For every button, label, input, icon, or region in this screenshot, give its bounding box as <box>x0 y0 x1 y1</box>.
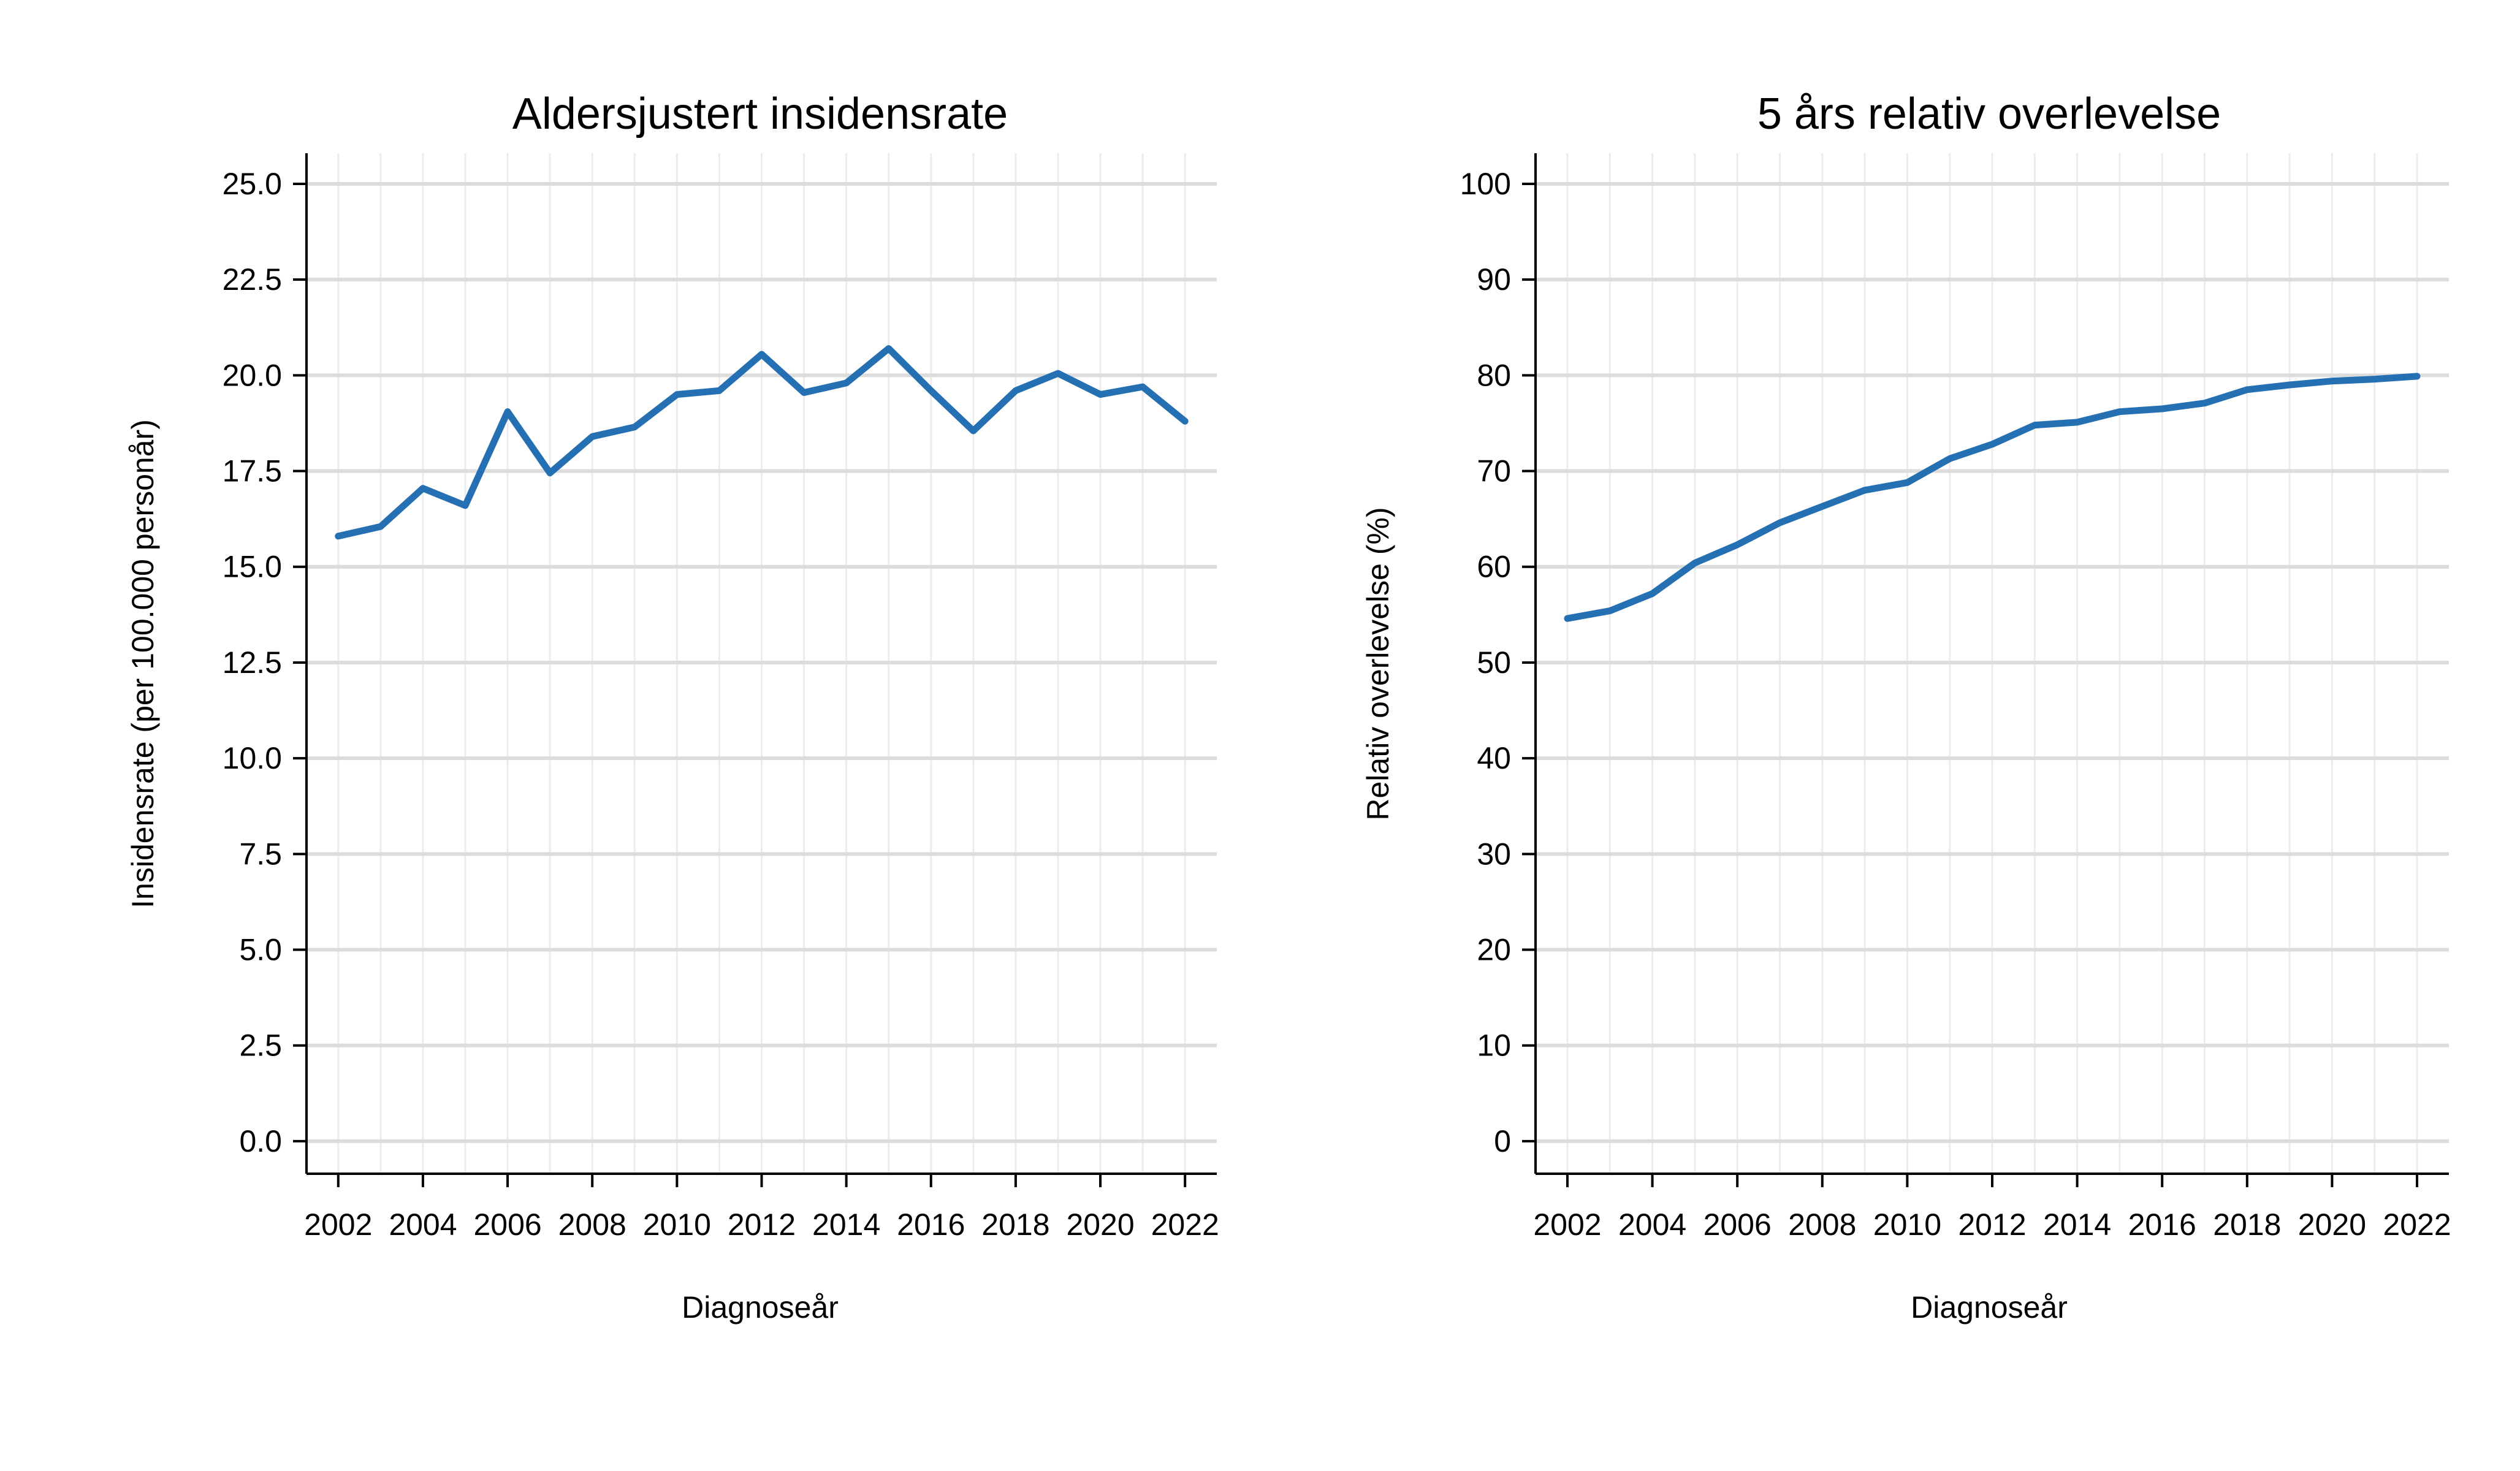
x-tick-label: 2012 <box>728 1207 796 1242</box>
x-tick-label: 2006 <box>1703 1207 1772 1242</box>
x-tick-label: 2016 <box>897 1207 965 1242</box>
x-tick-label: 2006 <box>473 1207 541 1242</box>
incidence-rate-chart: Aldersjustert insidensrate Diagnoseår In… <box>126 89 1219 1325</box>
series <box>1564 373 2421 622</box>
x-tick-label: 2012 <box>1958 1207 2026 1242</box>
x-tick-label: 2020 <box>2298 1207 2366 1242</box>
y-tick-label: 7.5 <box>239 837 282 871</box>
y-tick-label: 40 <box>1477 741 1511 775</box>
x-axis-ticks: 2002 2004 2006 2008 2010 2012 2014 2016 2018 2020… <box>304 1174 1219 1242</box>
y-tick-label: 0 <box>1494 1124 1511 1158</box>
y-tick-label: 20.0 <box>223 358 282 392</box>
y-tick-label: 25.0 <box>223 167 282 201</box>
chart-title: 5 års relativ overlevelse <box>1757 89 2221 139</box>
y-tick-label: 80 <box>1477 358 1511 392</box>
grid <box>1536 153 2449 1174</box>
y-tick-label: 50 <box>1477 645 1511 680</box>
x-tick-label: 2014 <box>812 1207 880 1242</box>
y-axis-ticks: 0.0 2.5 5.0 7.5 10.0 12.5 15.0 17.5 20.0 22.5 25.0 <box>223 167 306 1158</box>
y-axis-label: Insidensrate (per 100.000 personår) <box>126 419 160 908</box>
series-line <box>1564 373 2421 622</box>
y-tick-label: 10.0 <box>223 741 282 775</box>
y-tick-label: 2.5 <box>239 1028 282 1063</box>
series <box>335 345 1189 540</box>
x-tick-label: 2002 <box>1533 1207 1601 1242</box>
y-tick-label: 15.0 <box>223 550 282 584</box>
x-tick-label: 2018 <box>2213 1207 2281 1242</box>
y-tick-label: 17.5 <box>223 454 282 488</box>
y-tick-label: 20 <box>1477 933 1511 967</box>
y-tick-label: 0.0 <box>239 1124 282 1158</box>
grid <box>306 153 1217 1174</box>
y-tick-label: 70 <box>1477 454 1511 488</box>
x-tick-label: 2010 <box>643 1207 711 1242</box>
x-tick-label: 2008 <box>1788 1207 1856 1242</box>
x-tick-label: 2008 <box>558 1207 626 1242</box>
y-tick-label: 60 <box>1477 550 1511 584</box>
x-tick-label: 2002 <box>304 1207 372 1242</box>
chart-title: Aldersjustert insidensrate <box>512 89 1008 139</box>
y-tick-label: 10 <box>1477 1028 1511 1063</box>
x-tick-label: 2018 <box>981 1207 1049 1242</box>
y-tick-label: 5.0 <box>239 933 282 967</box>
y-tick-label: 12.5 <box>223 645 282 680</box>
relative-survival-chart: 5 års relativ overlevelse Diagnoseår Rel… <box>1361 89 2451 1325</box>
x-tick-label: 2016 <box>2128 1207 2196 1242</box>
x-tick-label: 2022 <box>2383 1207 2451 1242</box>
x-tick-label: 2004 <box>1618 1207 1686 1242</box>
x-tick-label: 2020 <box>1066 1207 1134 1242</box>
series-line <box>335 345 1189 540</box>
y-tick-label: 90 <box>1477 262 1511 297</box>
x-tick-label: 2010 <box>1873 1207 1941 1242</box>
x-axis-label: Diagnoseår <box>682 1290 839 1325</box>
y-tick-label: 100 <box>1460 167 1511 201</box>
y-axis-ticks: 0 10 20 30 40 50 60 70 80 90 100 <box>1460 167 1536 1158</box>
y-tick-label: 30 <box>1477 837 1511 871</box>
x-axis-label: Diagnoseår <box>1911 1290 2068 1325</box>
x-tick-label: 2022 <box>1151 1207 1219 1242</box>
x-tick-label: 2014 <box>2043 1207 2111 1242</box>
y-axis-label: Relativ overlevelse (%) <box>1361 507 1395 820</box>
x-axis-ticks: 2002 2004 2006 2008 2010 2012 2014 2016 2018 2020… <box>1533 1174 2451 1242</box>
y-tick-label: 22.5 <box>223 262 282 297</box>
x-tick-label: 2004 <box>389 1207 457 1242</box>
